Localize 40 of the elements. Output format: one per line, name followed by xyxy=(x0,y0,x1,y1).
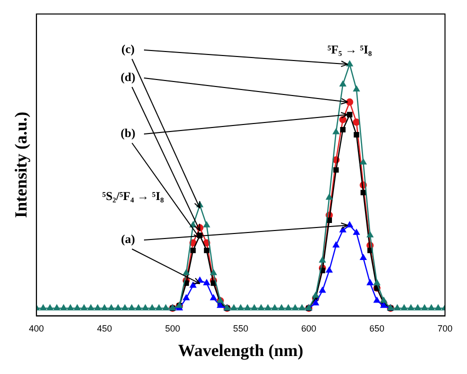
point xyxy=(346,112,352,118)
point xyxy=(332,242,340,248)
point xyxy=(340,126,346,132)
point xyxy=(366,280,374,286)
point xyxy=(204,248,210,254)
point xyxy=(340,226,346,232)
text: (d) xyxy=(120,70,136,84)
point xyxy=(319,287,326,293)
point xyxy=(354,132,360,138)
x-tick-label: 400 xyxy=(28,324,44,334)
text: (c) xyxy=(121,42,135,56)
point xyxy=(326,266,332,273)
point xyxy=(360,254,366,260)
x-tick-label: 600 xyxy=(301,324,316,334)
point xyxy=(312,300,319,306)
point xyxy=(203,280,210,286)
point xyxy=(210,280,216,286)
point xyxy=(190,248,196,254)
x-tick-label: 700 xyxy=(437,324,453,334)
annotation: ⁵S₂/⁵F₄ → ⁵I₈ xyxy=(102,189,164,204)
point xyxy=(183,294,190,300)
point xyxy=(190,282,196,288)
x-tick-label: 550 xyxy=(233,324,248,334)
point xyxy=(346,222,353,228)
point xyxy=(360,190,366,196)
text: (a) xyxy=(121,232,135,246)
x-tick-label: 450 xyxy=(96,324,112,334)
point xyxy=(346,98,354,106)
point xyxy=(353,229,360,235)
text: (b) xyxy=(120,126,136,140)
y-axis-title: Intensity (a.u.) xyxy=(12,112,31,218)
point xyxy=(333,167,339,173)
x-tick-label: 500 xyxy=(165,324,180,334)
point xyxy=(210,294,217,300)
annotation: ⁵F₅ → ⁵I₈ xyxy=(327,42,372,56)
point xyxy=(326,218,332,223)
point xyxy=(374,297,380,303)
point xyxy=(352,118,360,126)
x-tick-label: 650 xyxy=(369,324,384,334)
x-axis-title: Wavelength (nm) xyxy=(178,341,304,360)
